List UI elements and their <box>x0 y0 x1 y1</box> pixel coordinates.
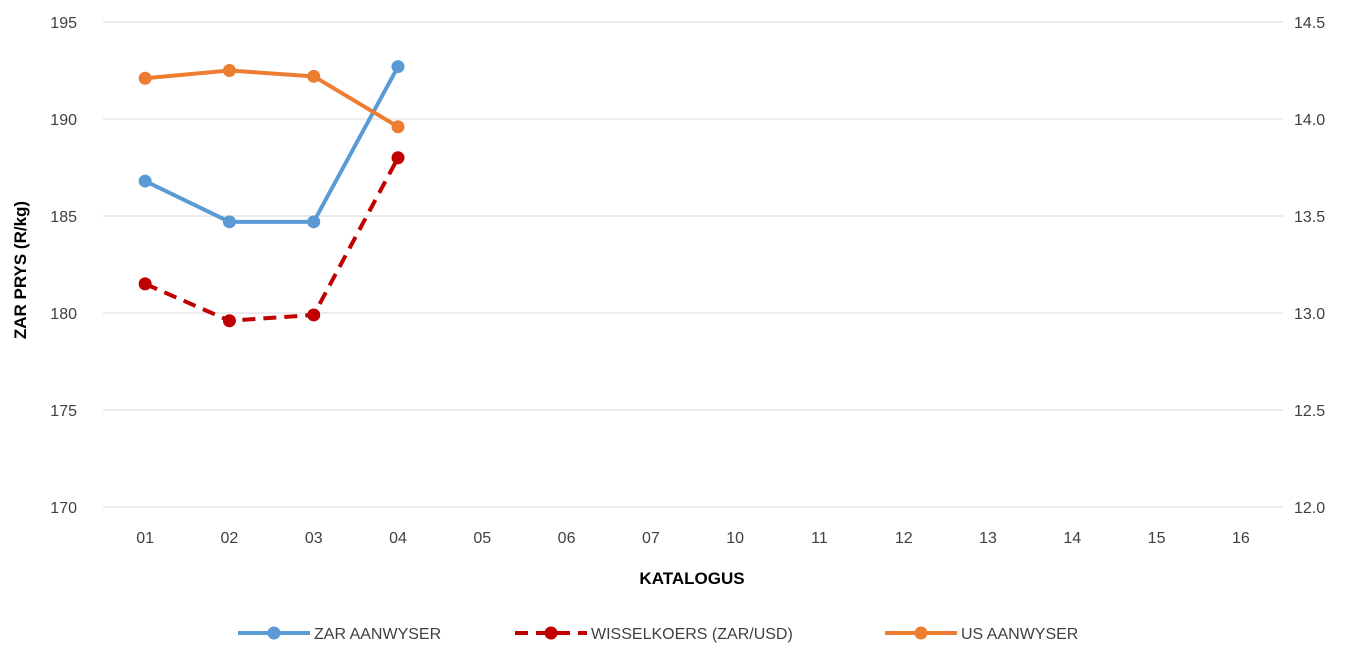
legend-item: ZAR AANWYSER <box>238 626 441 643</box>
data-point <box>391 60 405 74</box>
x-tick-label: 06 <box>558 530 576 547</box>
data-point <box>391 151 405 165</box>
x-tick-label: 16 <box>1232 530 1250 547</box>
x-tick-label: 05 <box>473 530 491 547</box>
legend-item: US AANWYSER <box>885 626 1078 643</box>
legend-swatch-marker <box>267 626 281 640</box>
legend-swatch-marker <box>544 626 558 640</box>
legend: ZAR AANWYSER WISSELKOERS (ZAR/USD) US AANW… <box>238 626 1078 643</box>
x-tick-label: 01 <box>136 530 154 547</box>
left-axis-ticks: 170 175 180 185 190 195 <box>50 15 77 517</box>
x-tick-label: 10 <box>726 530 744 547</box>
data-point <box>138 174 152 188</box>
data-point <box>307 69 321 83</box>
legend-label: ZAR AANWYSER <box>314 626 441 643</box>
legend-swatch-marker <box>914 626 928 640</box>
series-line <box>143 64 400 224</box>
data-point <box>138 277 152 291</box>
right-tick-label: 14.5 <box>1294 15 1325 32</box>
x-axis-title: KATALOGUS <box>639 569 744 588</box>
x-tick-label: 02 <box>221 530 239 547</box>
left-tick-label: 175 <box>50 403 77 420</box>
data-point <box>307 308 321 322</box>
x-tick-label: 14 <box>1063 530 1081 547</box>
data-point <box>222 215 236 229</box>
series-line <box>144 156 400 323</box>
data-point <box>222 314 236 328</box>
left-tick-label: 190 <box>50 112 77 129</box>
data-point <box>391 120 405 134</box>
legend-label: US AANWYSER <box>961 626 1078 643</box>
right-tick-label: 13.5 <box>1294 209 1325 226</box>
right-tick-label: 12.0 <box>1294 500 1325 517</box>
gridlines <box>103 21 1283 508</box>
data-point <box>222 64 236 77</box>
right-axis-ticks: 12.0 12.5 13.0 13.5 14.0 14.5 <box>1294 15 1325 517</box>
series-1 <box>138 60 405 229</box>
left-tick-label: 195 <box>50 15 77 32</box>
series-3 <box>138 64 405 134</box>
left-tick-label: 180 <box>50 306 77 323</box>
x-tick-label: 11 <box>811 530 828 547</box>
x-tick-label: 13 <box>979 530 997 547</box>
series-line <box>143 68 400 129</box>
x-tick-label: 12 <box>895 530 913 547</box>
series <box>138 60 405 328</box>
y-axis-title: ZAR PRYS (R/kg) <box>11 201 30 339</box>
right-tick-label: 13.0 <box>1294 306 1325 323</box>
left-tick-label: 170 <box>50 500 77 517</box>
data-point <box>307 215 321 229</box>
series-2 <box>138 151 405 328</box>
right-tick-label: 14.0 <box>1294 112 1325 129</box>
x-tick-label: 15 <box>1148 530 1166 547</box>
right-tick-label: 12.5 <box>1294 403 1325 420</box>
x-axis-ticks: 01 02 03 04 05 06 07 10 11 12 13 14 15 16 <box>136 530 1250 547</box>
data-point <box>138 71 152 85</box>
x-tick-label: 04 <box>389 530 407 547</box>
left-tick-label: 185 <box>50 209 77 226</box>
x-tick-label: 03 <box>305 530 323 547</box>
x-tick-label: 07 <box>642 530 660 547</box>
legend-label: WISSELKOERS (ZAR/USD) <box>591 626 793 643</box>
legend-item: WISSELKOERS (ZAR/USD) <box>515 626 793 643</box>
